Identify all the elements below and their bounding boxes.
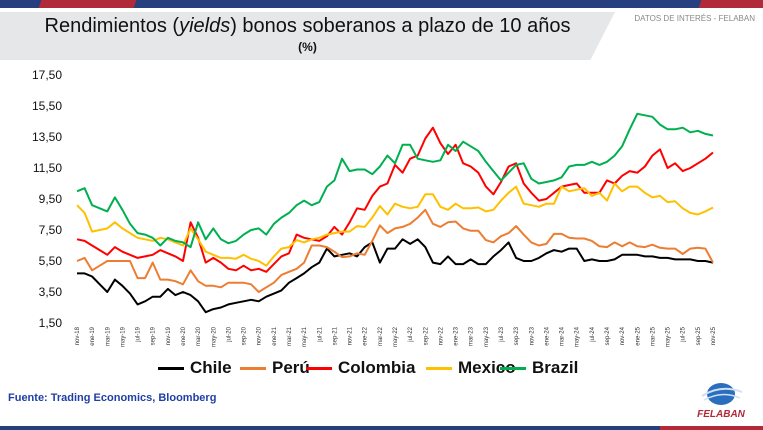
x-tick-label: ene-24 [544, 326, 550, 345]
x-tick-label: mar-19 [105, 326, 111, 346]
x-tick-label: jul-21 [317, 326, 323, 342]
series-line-peru [76, 208, 714, 293]
series-line-chile [77, 238, 714, 314]
top-accent-right [698, 0, 763, 8]
top-accent-left [38, 0, 137, 8]
x-tick-label: nov-24 [620, 326, 626, 345]
x-tick-label: nov-18 [75, 326, 81, 345]
y-tick-label: 3,50 [39, 285, 63, 299]
x-tick-label: sep-21 [332, 326, 338, 345]
legend-label: Colombia [338, 358, 416, 377]
x-tick-label: may-20 [211, 326, 217, 347]
y-tick-label: 7,50 [39, 223, 63, 237]
x-tick-label: nov-22 [438, 326, 444, 345]
section-tag: DATOS DE INTERÉS - FELABAN [634, 14, 755, 23]
x-tick-label: mar-20 [196, 326, 202, 346]
x-tick-label: sep-24 [605, 326, 611, 345]
series-line-colombia [76, 126, 714, 273]
x-tick-label: mar-22 [378, 326, 384, 346]
y-tick-label: 13,50 [32, 130, 62, 144]
legend-item-peru: Perú [240, 358, 310, 378]
x-tick-label: may-24 [575, 326, 581, 347]
x-tick-label: mar-25 [650, 326, 656, 346]
x-tick-label: jul-25 [681, 326, 687, 342]
x-tick-label: sep-23 [514, 326, 520, 345]
y-tick-label: 1,50 [39, 316, 63, 330]
x-tick-label: sep-25 [696, 326, 702, 345]
x-tick-label: jul-23 [499, 326, 505, 342]
x-tick-label: mar-24 [560, 326, 566, 346]
x-tick-label: jul-24 [590, 326, 596, 342]
line-chart: 1,50 3,50 5,50 7,50 9,50 11,50 13,50 15,50 17,50… [32, 68, 717, 347]
legend-swatch [240, 366, 266, 370]
x-tick-label: jul-19 [136, 326, 142, 342]
x-tick-label: may-19 [120, 326, 126, 347]
x-tick-label: sep-19 [151, 326, 157, 345]
x-tick-label: may-22 [393, 326, 399, 347]
legend-item-chile: Chile [158, 358, 232, 378]
x-tick-label: ene-25 [635, 326, 641, 345]
legend-swatch [426, 366, 452, 370]
x-tick-label: ene-21 [272, 326, 278, 345]
x-tick-label: nov-23 [529, 326, 535, 345]
title-part: Rendimientos ( [44, 15, 180, 37]
x-tick-label: may-21 [302, 326, 308, 347]
title-part: ) bonos soberanos a plazo de 10 años [230, 15, 571, 37]
series-line-brazil [76, 112, 714, 249]
y-tick-label: 11,50 [33, 161, 62, 175]
svg-text:FELABAN: FELABAN [697, 409, 746, 420]
source-note: Fuente: Trading Economics, Bloomberg [8, 392, 217, 404]
title-banner [0, 12, 615, 60]
x-tick-label: ene-20 [181, 326, 187, 345]
bottom-accent [660, 426, 763, 430]
legend-swatch [158, 366, 184, 370]
x-tick-label: nov-19 [166, 326, 172, 345]
x-tick-label: sep-20 [242, 326, 248, 345]
x-tick-label: jul-22 [408, 326, 414, 342]
legend-item-mexico: Mexico [426, 358, 516, 378]
page-title: Rendimientos (yields) bonos soberanos a … [0, 15, 615, 38]
x-tick-label: may-23 [484, 326, 490, 347]
x-tick-label: ene-19 [90, 326, 96, 345]
legend-item-brazil: Brazil [500, 358, 578, 378]
felaban-logo: FELABAN [697, 383, 746, 420]
x-tick-label: may-25 [666, 326, 672, 347]
x-tick-label: jul-20 [226, 326, 232, 342]
x-tick-label: ene-22 [363, 326, 369, 345]
legend-label: Brazil [532, 358, 579, 377]
legend-swatch [500, 366, 526, 370]
legend-label: Mexico [458, 358, 516, 377]
x-tick-label: nov-21 [348, 326, 354, 345]
legend-label: Perú [272, 358, 310, 377]
y-tick-label: 17,50 [32, 68, 62, 82]
y-tick-label: 9,50 [39, 192, 63, 206]
x-tick-label: sep-22 [423, 326, 429, 345]
x-tick-label: nov-25 [711, 326, 717, 345]
legend-label: Chile [190, 358, 232, 377]
top-bar [0, 0, 763, 8]
bottom-bar [0, 426, 763, 430]
series-line-mexico [76, 182, 714, 267]
y-tick-label: 15,50 [32, 99, 62, 113]
x-tick-label: ene-23 [454, 326, 460, 345]
page-subtitle: (%) [298, 40, 317, 54]
x-tick-label: mar-23 [469, 326, 475, 346]
legend-swatch [306, 366, 332, 370]
y-tick-label: 5,50 [39, 254, 63, 268]
title-italic: yields [179, 15, 231, 37]
legend-item-colombia: Colombia [306, 358, 415, 378]
x-tick-label: mar-21 [287, 326, 293, 346]
x-tick-label: nov-20 [257, 326, 263, 345]
